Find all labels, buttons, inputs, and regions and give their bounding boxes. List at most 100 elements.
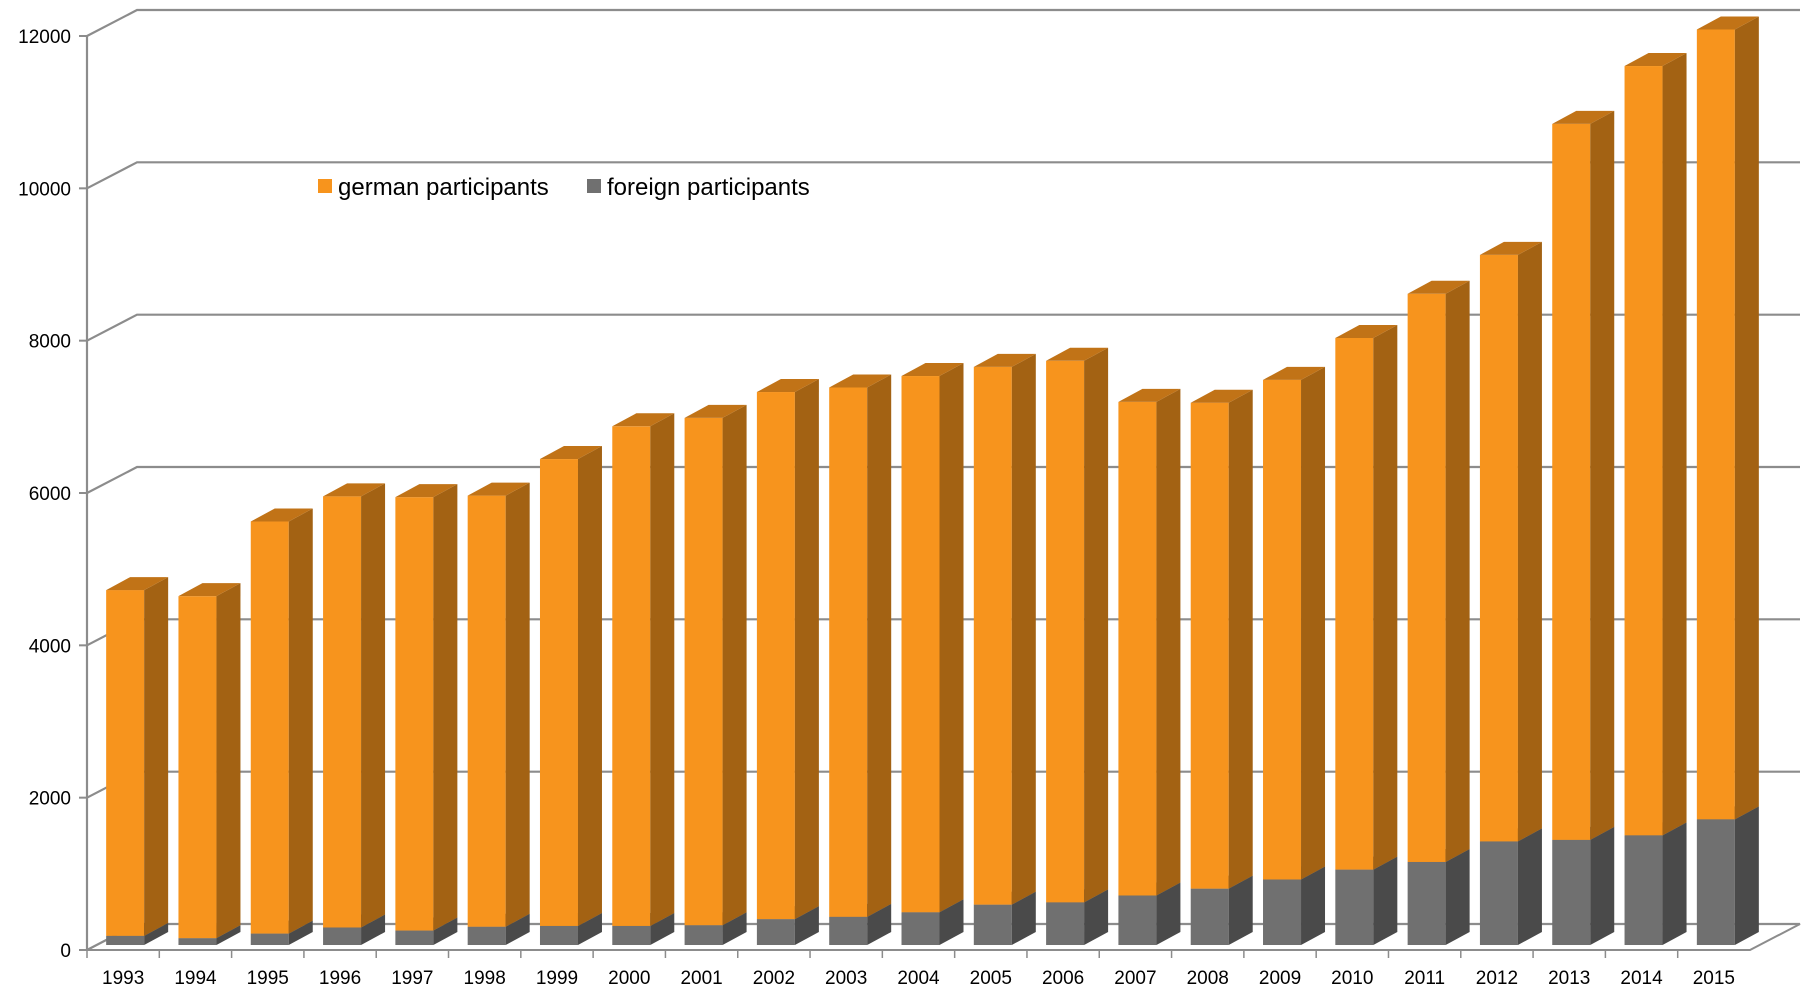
bar-german-2009-top xyxy=(1263,366,1326,380)
bar-german-2001-front xyxy=(684,417,723,926)
bar-foreign-2015 xyxy=(1696,806,1759,945)
bar-german-1995-side xyxy=(288,508,313,934)
bar-foreign-2007-side xyxy=(1156,882,1181,945)
bar-foreign-2000-front xyxy=(612,925,651,945)
bar-german-2005-side xyxy=(1011,353,1036,905)
bar-german-1996-front xyxy=(323,496,362,928)
x-tick-label: 1994 xyxy=(174,968,217,989)
bar-german-2004-side xyxy=(939,363,964,913)
legend: german participants foreign participants xyxy=(318,174,810,201)
bar-german-1998-top xyxy=(467,482,530,496)
bar-foreign-2006-front xyxy=(1046,902,1085,945)
x-tick-label: 1998 xyxy=(464,968,506,989)
bar-german-2001-side xyxy=(722,404,747,926)
bar-foreign-2011-front xyxy=(1407,861,1446,945)
x-tick-label: 2013 xyxy=(1548,968,1590,989)
bar-german-2015-side xyxy=(1734,16,1759,820)
bar-german-1994-top xyxy=(178,583,241,597)
bar-german-2008-side xyxy=(1228,389,1253,889)
bar-german-2013-top xyxy=(1552,110,1615,124)
bar-foreign-2001-side xyxy=(722,912,747,945)
bar-german-1996-top xyxy=(323,483,386,497)
bar-german-2006 xyxy=(1046,347,1109,903)
y-tick-label: 0 xyxy=(60,941,71,962)
x-tick-label: 1999 xyxy=(536,968,578,989)
bar-2011 xyxy=(1407,280,1470,945)
bar-2005 xyxy=(973,353,1036,945)
bar-1997 xyxy=(395,484,458,945)
bar-german-2005-top xyxy=(973,353,1036,367)
bar-foreign-1993-front xyxy=(106,935,145,945)
y-tick-label: 10000 xyxy=(18,179,71,200)
legend-item-german: german participants xyxy=(318,174,549,201)
gridline xyxy=(86,313,1800,342)
y-tick-label: 4000 xyxy=(29,636,71,657)
bar-foreign-1994-side xyxy=(216,925,241,945)
legend-item-foreign: foreign participants xyxy=(587,174,810,201)
x-axis-ticks: 1993 1994 1995 1996 1997 1998 1999 2000 2001 2002… xyxy=(86,950,1735,989)
bar-german-2001-top xyxy=(684,404,747,418)
x-tick-label: 1995 xyxy=(247,968,289,989)
bar-foreign-1996-side xyxy=(361,914,386,945)
bar-german-1999-front xyxy=(539,459,578,926)
bar-german-1998 xyxy=(467,482,530,927)
bar-german-2009 xyxy=(1263,366,1326,880)
bar-german-2012-top xyxy=(1479,241,1542,255)
x-tick-label: 2010 xyxy=(1331,968,1373,989)
bar-german-2008 xyxy=(1190,389,1253,889)
x-tick-label: 2000 xyxy=(608,968,650,989)
bar-foreign-2003-side xyxy=(867,903,892,945)
bar-german-2006-front xyxy=(1046,360,1085,903)
bar-german-2012 xyxy=(1479,241,1542,842)
bar-german-1993 xyxy=(106,577,169,936)
bar-german-2009-front xyxy=(1263,379,1302,880)
bar-foreign-2004-side xyxy=(939,899,964,945)
bar-german-2004-top xyxy=(901,363,964,377)
bar-foreign-1997-front xyxy=(395,930,434,945)
bar-foreign-2009-front xyxy=(1263,879,1302,945)
bar-german-1993-top xyxy=(106,577,169,591)
y-axis-ticks: 0 2000 4000 6000 8000 10000 12000 xyxy=(18,27,87,962)
bar-foreign-2008-front xyxy=(1190,888,1229,945)
bar-german-2011-top xyxy=(1407,280,1470,294)
bar-foreign-2013-front xyxy=(1552,839,1591,945)
legend-swatch xyxy=(318,179,332,193)
bar-german-2003-front xyxy=(829,387,868,917)
x-tick-label: 2006 xyxy=(1042,968,1084,989)
bar-foreign-2005-front xyxy=(973,904,1012,945)
bar-foreign-2012-side xyxy=(1517,828,1542,945)
bar-german-2006-top xyxy=(1046,347,1109,361)
bar-2014 xyxy=(1624,53,1687,945)
bar-2012 xyxy=(1479,241,1542,945)
bar-german-2013-side xyxy=(1590,110,1615,840)
bar-german-1997 xyxy=(395,484,458,931)
bar-german-1995-top xyxy=(250,508,313,522)
legend-label: foreign participants xyxy=(607,174,810,201)
bar-german-2002-side xyxy=(794,379,819,920)
bar-german-2000-side xyxy=(650,413,675,926)
bar-german-2007 xyxy=(1118,388,1181,896)
x-tick-label: 2015 xyxy=(1693,968,1735,989)
bar-foreign-2014-side xyxy=(1662,822,1687,945)
bar-german-1997-top xyxy=(395,484,458,498)
bar-foreign-1999-front xyxy=(539,925,578,945)
bar-german-1993-side xyxy=(144,577,169,936)
bar-2000 xyxy=(612,413,675,945)
bar-foreign-1995-front xyxy=(250,933,289,945)
bar-foreign-2001-front xyxy=(684,925,723,945)
bar-german-2006-side xyxy=(1084,347,1109,903)
bar-german-2011-front xyxy=(1407,293,1446,862)
bar-foreign-2004-front xyxy=(901,912,940,945)
bar-foreign-2010-front xyxy=(1335,869,1374,945)
bar-2010 xyxy=(1335,324,1398,945)
bar-foreign-2002-side xyxy=(794,906,819,945)
bar-2002 xyxy=(756,379,819,945)
bar-german-2005 xyxy=(973,353,1036,905)
x-tick-label: 2001 xyxy=(680,968,722,989)
bar-foreign-2003-front xyxy=(829,916,868,945)
gridline xyxy=(86,161,1800,190)
bar-german-2012-front xyxy=(1479,254,1518,842)
x-tick-label: 2007 xyxy=(1114,968,1156,989)
bar-german-2008-front xyxy=(1190,402,1229,889)
y-tick-label: 2000 xyxy=(29,789,71,810)
